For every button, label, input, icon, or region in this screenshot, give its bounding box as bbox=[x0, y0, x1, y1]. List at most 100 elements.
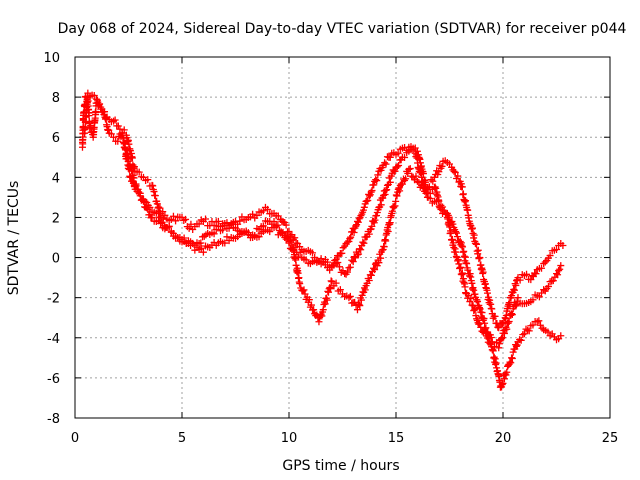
data-point bbox=[489, 347, 497, 355]
data-point bbox=[402, 175, 410, 183]
data-point bbox=[255, 233, 263, 241]
data-point bbox=[210, 221, 218, 229]
data-point bbox=[157, 219, 165, 227]
data-point bbox=[479, 268, 487, 276]
data-point bbox=[165, 223, 173, 231]
data-point bbox=[270, 218, 278, 226]
data-point bbox=[127, 173, 135, 181]
data-point bbox=[538, 264, 546, 272]
data-point bbox=[370, 181, 378, 189]
data-point bbox=[329, 261, 337, 269]
data-point bbox=[357, 296, 365, 304]
data-point bbox=[325, 288, 333, 296]
data-point bbox=[114, 122, 122, 130]
data-point bbox=[189, 239, 197, 247]
data-point bbox=[412, 172, 420, 180]
data-point bbox=[483, 289, 491, 297]
data-point bbox=[380, 191, 388, 199]
data-point bbox=[506, 358, 514, 366]
data-point bbox=[503, 325, 511, 333]
data-point bbox=[473, 315, 481, 323]
data-point bbox=[144, 176, 152, 184]
data-point bbox=[453, 233, 461, 241]
data-point bbox=[512, 281, 520, 289]
data-point bbox=[370, 264, 378, 272]
data-point bbox=[519, 331, 527, 339]
data-point bbox=[367, 188, 375, 196]
data-point bbox=[394, 185, 402, 193]
data-point bbox=[146, 203, 154, 211]
y-tick-label: -4 bbox=[47, 332, 60, 347]
x-tick-labels: 0 5 10 15 20 25 bbox=[71, 431, 618, 446]
data-point bbox=[512, 342, 520, 350]
data-point bbox=[272, 223, 280, 231]
y-tick-label: 6 bbox=[52, 131, 60, 146]
data-point bbox=[451, 168, 459, 176]
data-point bbox=[307, 301, 315, 309]
data-point bbox=[332, 255, 340, 263]
x-tick-label: 0 bbox=[71, 431, 79, 446]
y-tick-labels: 10 8 6 4 2 0 -2 -4 -6 -8 bbox=[43, 51, 60, 427]
data-point bbox=[454, 172, 462, 180]
data-point bbox=[470, 231, 478, 239]
data-point bbox=[544, 328, 552, 336]
data-point bbox=[282, 235, 290, 243]
data-point bbox=[381, 159, 389, 167]
data-point bbox=[458, 269, 466, 277]
data-point bbox=[354, 218, 362, 226]
data-point bbox=[350, 229, 358, 237]
data-point bbox=[406, 165, 414, 173]
data-point bbox=[371, 216, 379, 224]
data-point bbox=[199, 248, 207, 256]
data-point bbox=[553, 246, 560, 254]
data-point bbox=[365, 276, 373, 284]
data-point bbox=[375, 259, 383, 267]
y-tick-label: -6 bbox=[47, 372, 60, 387]
data-point bbox=[355, 250, 363, 258]
data-point bbox=[135, 168, 143, 176]
data-point bbox=[101, 108, 109, 116]
data-point bbox=[110, 133, 118, 141]
data-point bbox=[510, 286, 518, 294]
data-point bbox=[158, 218, 166, 226]
series-lower bbox=[120, 143, 565, 391]
data-point bbox=[495, 344, 503, 352]
data-point bbox=[319, 306, 327, 314]
data-point bbox=[559, 242, 567, 250]
data-point bbox=[508, 310, 516, 318]
data-point bbox=[371, 266, 379, 274]
data-point bbox=[153, 200, 161, 208]
data-point bbox=[473, 240, 481, 248]
data-point bbox=[391, 167, 399, 175]
data-point bbox=[236, 217, 244, 225]
data-point bbox=[282, 221, 290, 229]
data-point bbox=[525, 327, 533, 335]
data-point bbox=[514, 294, 522, 302]
data-point bbox=[102, 115, 110, 123]
data-point bbox=[373, 212, 381, 220]
grid bbox=[75, 57, 610, 418]
data-point bbox=[472, 312, 480, 320]
data-point bbox=[365, 230, 373, 238]
data-point bbox=[452, 228, 460, 236]
data-point bbox=[485, 335, 493, 343]
data-point bbox=[326, 284, 334, 292]
data-point bbox=[474, 246, 482, 254]
data-point bbox=[121, 145, 129, 153]
data-point bbox=[377, 254, 385, 262]
data-point bbox=[393, 192, 401, 200]
data-point bbox=[419, 170, 427, 178]
data-point bbox=[343, 268, 351, 276]
data-point bbox=[346, 292, 354, 300]
data-point bbox=[187, 220, 195, 228]
data-point bbox=[475, 320, 483, 328]
data-point bbox=[396, 187, 404, 195]
data-point bbox=[438, 162, 446, 170]
data-point bbox=[500, 318, 508, 326]
data-point bbox=[355, 300, 363, 308]
data-point bbox=[132, 182, 140, 190]
data-point bbox=[159, 208, 167, 216]
data-point bbox=[368, 187, 376, 195]
data-point bbox=[523, 270, 531, 278]
data-point bbox=[384, 228, 392, 236]
